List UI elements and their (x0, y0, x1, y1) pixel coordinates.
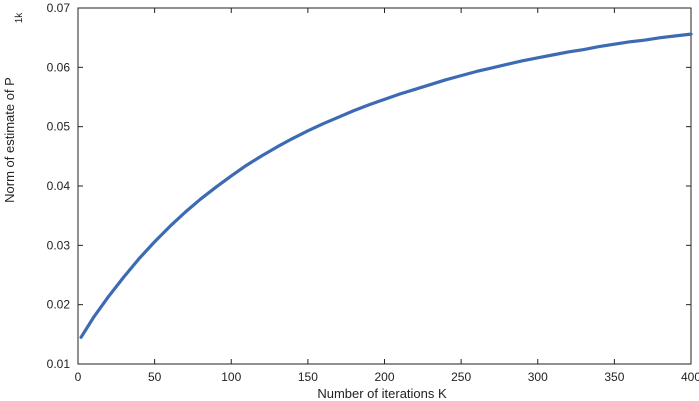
series-layer (79, 32, 693, 339)
y-tick-label: 0.06 (47, 60, 71, 74)
y-tick-label: 0.04 (47, 179, 71, 193)
x-tick-label: 200 (374, 370, 394, 384)
y-tick-label: 0.02 (47, 298, 71, 312)
x-tick-label: 300 (528, 370, 548, 384)
x-axis-label: Number of iterations K (317, 386, 447, 401)
plot-frame (77, 7, 692, 365)
y-axis-label-subscript: 1k (14, 12, 25, 24)
x-tick-label: 50 (148, 370, 162, 384)
x-axis-ticks: 0 50 100 150 200 250 300 350 400 (75, 8, 699, 384)
series-line-0 (79, 32, 693, 339)
plot-border (77, 7, 692, 365)
y-tick-label: 0.05 (47, 120, 71, 134)
y-axis-ticks: 0.01 0.02 0.03 0.04 0.05 0.06 0.07 (47, 1, 691, 371)
y-tick-label: 0.03 (47, 238, 71, 252)
x-tick-label: 400 (681, 370, 699, 384)
x-tick-label: 100 (221, 370, 241, 384)
x-tick-label: 150 (298, 370, 318, 384)
x-tick-label: 0 (75, 370, 82, 384)
y-tick-label: 0.07 (47, 1, 71, 15)
y-axis-label: Norm of estimate of P (2, 77, 17, 203)
y-tick-label: 0.01 (47, 357, 71, 371)
x-tick-label: 350 (604, 370, 624, 384)
x-tick-label: 250 (451, 370, 471, 384)
